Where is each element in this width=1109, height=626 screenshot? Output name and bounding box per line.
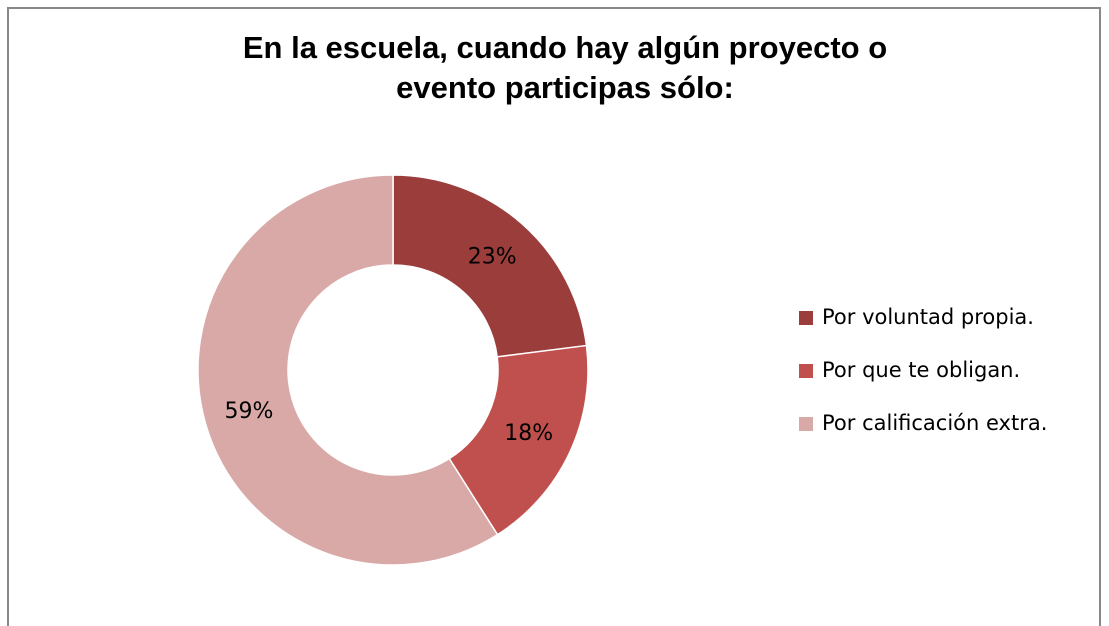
data-label: 59% bbox=[225, 399, 274, 424]
chart-title: evento participas sólo: bbox=[396, 70, 734, 105]
donut-slice bbox=[448, 344, 589, 536]
legend-label: Por voluntad propia. bbox=[822, 305, 1034, 329]
donut-slice bbox=[197, 174, 499, 566]
chart-title: En la escuela, cuando hay algún proyecto… bbox=[243, 30, 887, 65]
data-label: 23% bbox=[468, 244, 517, 269]
legend-swatch bbox=[799, 311, 813, 325]
data-label: 18% bbox=[504, 421, 553, 446]
legend-label: Por que te obligan. bbox=[822, 358, 1020, 382]
legend-label: Por calificación extra. bbox=[822, 411, 1047, 435]
legend-swatch bbox=[799, 417, 813, 431]
legend-swatch bbox=[799, 364, 813, 378]
donut-slice bbox=[392, 174, 588, 358]
